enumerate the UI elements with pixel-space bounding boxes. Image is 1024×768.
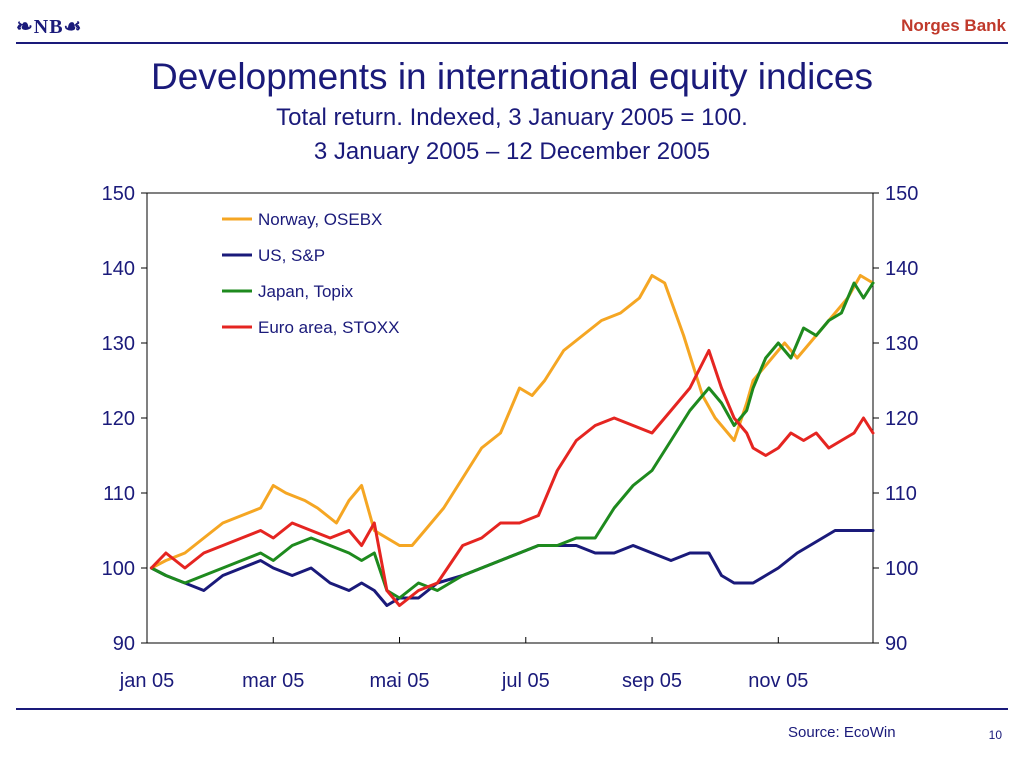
chart-axes: 90 90 100 100 110 110 120 120 130 130 140 140 150 150… (102, 183, 919, 692)
x-tick-label: sep 05 (622, 670, 682, 692)
x-tick-label: jan 05 (119, 670, 175, 692)
legend-label-osebx: Norway, OSEBX (258, 210, 382, 229)
y-tick-label-right: 90 (885, 633, 907, 655)
chart-subtitle-line-1: Total return. Indexed, 3 January 2005 = … (276, 104, 748, 131)
legend-label-topix: Japan, Topix (258, 282, 354, 301)
x-tick-label: mar 05 (242, 670, 304, 692)
y-tick-label-right: 110 (885, 483, 917, 505)
x-tick-label: nov 05 (748, 670, 808, 692)
x-tick-label: mai 05 (370, 670, 430, 692)
y-tick-label-left: 140 (102, 258, 135, 280)
series-line-stoxx (149, 349, 875, 607)
bank-name: Norges Bank (901, 16, 1006, 35)
norges-bank-logo: ❧NB☙ (16, 16, 83, 38)
legend-label-sp: US, S&P (258, 246, 325, 265)
y-tick-label-right: 140 (885, 258, 918, 280)
header-divider (16, 42, 1008, 44)
legend-label-stoxx: Euro area, STOXX (258, 318, 399, 337)
y-tick-label-right: 120 (885, 408, 918, 430)
chart-legend: Norway, OSEBX US, S&P Japan, Topix Euro are… (222, 210, 399, 337)
footer-divider (16, 708, 1008, 710)
chart-subtitle-line-2: 3 January 2005 – 12 December 2005 (313, 138, 711, 165)
source-note: Source: EcoWin (788, 724, 896, 741)
y-tick-label-right: 130 (885, 333, 918, 355)
series-line-sp (149, 529, 875, 607)
y-tick-label-left: 110 (103, 483, 135, 505)
y-tick-label-left: 100 (102, 558, 135, 580)
y-tick-label-left: 150 (102, 183, 135, 205)
series-line-topix (149, 281, 875, 600)
x-tick-label: jul 05 (501, 670, 550, 692)
y-tick-label-right: 150 (885, 183, 918, 205)
chart-title: Developments in international equity ind… (151, 56, 873, 97)
y-tick-label-right: 100 (885, 558, 918, 580)
chart-series (149, 274, 875, 607)
y-tick-label-left: 90 (113, 633, 135, 655)
y-tick-label-left: 130 (102, 333, 135, 355)
page-number: 10 (988, 728, 1002, 742)
y-tick-label-left: 120 (102, 408, 135, 430)
